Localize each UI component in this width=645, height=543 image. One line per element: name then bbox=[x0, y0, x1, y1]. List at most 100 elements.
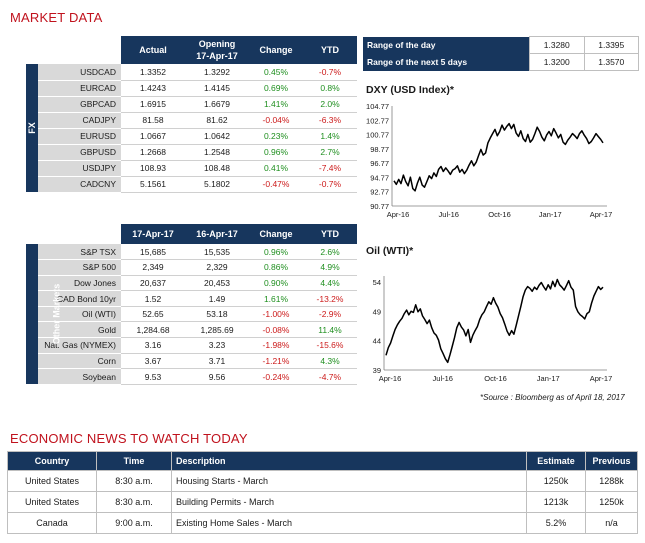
value-ytd: 1.4% bbox=[303, 128, 357, 145]
series-line bbox=[385, 278, 604, 364]
news-time: 8:30 a.m. bbox=[96, 470, 172, 492]
x-tick-label: Apr-17 bbox=[590, 374, 613, 383]
fx-row: EURUSD 1.0667 1.0642 0.23% 1.4% bbox=[30, 128, 357, 145]
value-previous: 1.49 bbox=[185, 290, 249, 307]
value-previous: 53.18 bbox=[185, 306, 249, 323]
instrument-name: CADCNY bbox=[30, 176, 121, 193]
y-tick-label: 100.77 bbox=[366, 131, 389, 140]
x-tick-label: Apr-16 bbox=[387, 210, 410, 219]
source-note: *Source : Bloomberg as of April 18, 2017 bbox=[480, 393, 625, 402]
value-previous: 1.4145 bbox=[185, 80, 249, 97]
value-actual: 108.93 bbox=[121, 160, 185, 177]
value-ytd: -0.7% bbox=[303, 64, 357, 81]
instrument-name: CADJPY bbox=[30, 112, 121, 129]
x-tick-label: Jan-17 bbox=[537, 374, 560, 383]
value-ytd: -15.6% bbox=[303, 337, 357, 354]
value-change: -0.04% bbox=[249, 112, 303, 129]
y-tick-label: 92.77 bbox=[370, 188, 389, 197]
other-row: Oil (WTI) 52.65 53.18 -1.00% -2.9% bbox=[30, 306, 357, 323]
dxy-chart: 104.77 102.77 100.77 98.77 96.77 94.77 92.77 90… bbox=[366, 102, 613, 219]
value-previous: 9.56 bbox=[185, 368, 249, 385]
news-description: Housing Starts - March bbox=[171, 470, 527, 492]
value-actual: 20,637 bbox=[121, 275, 185, 292]
value-previous: 1.3292 bbox=[185, 64, 249, 81]
value-change: 0.96% bbox=[249, 144, 303, 161]
value-actual: 1.0667 bbox=[121, 128, 185, 145]
x-tick-label: Apr-16 bbox=[379, 374, 402, 383]
value-actual: 1.3352 bbox=[121, 64, 185, 81]
other-row: S&P 500 2,349 2,329 0.86% 4.9% bbox=[30, 259, 357, 276]
other-header-date1: 17-Apr-17 bbox=[121, 224, 185, 244]
value-previous: 1.2548 bbox=[185, 144, 249, 161]
fx-row: GBPUSD 1.2668 1.2548 0.96% 2.7% bbox=[30, 144, 357, 161]
value-actual: 9.53 bbox=[121, 368, 185, 385]
value-ytd: 4.9% bbox=[303, 259, 357, 276]
fx-row: EURCAD 1.4243 1.4145 0.69% 0.8% bbox=[30, 80, 357, 97]
instrument-name: S&P 500 bbox=[30, 259, 121, 276]
x-tick-label: Jan-17 bbox=[539, 210, 562, 219]
value-actual: 3.67 bbox=[121, 353, 185, 370]
x-tick-label: Oct-16 bbox=[488, 210, 511, 219]
other-row: Nat. Gas (NYMEX) 3.16 3.23 -1.98% -15.6% bbox=[30, 337, 357, 354]
range-day-low: 1.3280 bbox=[529, 36, 585, 54]
value-ytd: 11.4% bbox=[303, 321, 357, 339]
value-actual: 5.1561 bbox=[121, 176, 185, 193]
news-estimate: 5.2% bbox=[526, 512, 586, 534]
news-time: 9:00 a.m. bbox=[96, 512, 172, 534]
value-ytd: 0.8% bbox=[303, 80, 357, 97]
instrument-name: EURUSD bbox=[30, 128, 121, 145]
range-day-high: 1.3395 bbox=[583, 36, 639, 54]
instrument-name: S&P TSX bbox=[30, 244, 121, 261]
value-actual: 1.52 bbox=[121, 290, 185, 307]
value-previous: 81.62 bbox=[185, 112, 249, 129]
fx-row: GBPCAD 1.6915 1.6679 1.41% 2.0% bbox=[30, 96, 357, 113]
x-tick-label: Apr-17 bbox=[590, 210, 613, 219]
instrument-name: Dow Jones bbox=[30, 275, 121, 292]
news-header-estimate: Estimate bbox=[526, 451, 586, 471]
y-tick-label: 96.77 bbox=[370, 159, 389, 168]
news-row: Canada 9:00 a.m. Existing Home Sales - M… bbox=[7, 512, 638, 534]
fx-row: USDJPY 108.93 108.48 0.41% -7.4% bbox=[30, 160, 357, 177]
news-country: Canada bbox=[7, 512, 97, 534]
fx-header-change: Change bbox=[249, 36, 303, 64]
instrument-name: GBPUSD bbox=[30, 144, 121, 161]
value-ytd: -2.9% bbox=[303, 306, 357, 323]
value-previous: 3.23 bbox=[185, 337, 249, 354]
news-estimate: 1250k bbox=[526, 470, 586, 492]
news-table: Country Time Description Estimate Previo… bbox=[7, 451, 638, 534]
value-actual: 81.58 bbox=[121, 112, 185, 129]
news-header-description: Description bbox=[171, 451, 527, 471]
value-change: -0.08% bbox=[249, 321, 303, 339]
value-actual: 3.16 bbox=[121, 337, 185, 354]
dxy-chart-title: DXY (USD Index)* bbox=[366, 84, 454, 96]
y-tick-label: 44 bbox=[373, 337, 381, 346]
value-ytd: -13.2% bbox=[303, 290, 357, 307]
y-tick-label: 90.77 bbox=[370, 202, 389, 211]
value-change: 0.90% bbox=[249, 275, 303, 292]
value-previous: 20,453 bbox=[185, 275, 249, 292]
instrument-name: Gold bbox=[30, 321, 121, 339]
news-description: Existing Home Sales - March bbox=[171, 512, 527, 534]
range-5days-low: 1.3200 bbox=[529, 53, 585, 71]
instrument-name: USDJPY bbox=[30, 160, 121, 177]
news-previous: 1250k bbox=[585, 491, 638, 513]
y-tick-label: 102.77 bbox=[366, 116, 389, 125]
value-previous: 1.6679 bbox=[185, 96, 249, 113]
y-tick-label: 54 bbox=[373, 278, 381, 287]
value-change: -0.47% bbox=[249, 176, 303, 193]
value-previous: 2,329 bbox=[185, 259, 249, 276]
x-tick-label: Jul-16 bbox=[433, 374, 453, 383]
fx-header-ytd: YTD bbox=[303, 36, 357, 64]
fx-header-actual: Actual bbox=[121, 36, 185, 64]
value-ytd: 4.3% bbox=[303, 353, 357, 370]
value-change: 0.69% bbox=[249, 80, 303, 97]
news-country: United States bbox=[7, 491, 97, 513]
news-header-previous: Previous bbox=[585, 451, 638, 471]
value-change: -1.21% bbox=[249, 353, 303, 370]
range-5days-high: 1.3570 bbox=[583, 53, 639, 71]
news-country: United States bbox=[7, 470, 97, 492]
value-change: 0.96% bbox=[249, 244, 303, 261]
other-header-date2: 16-Apr-17 bbox=[185, 224, 249, 244]
value-previous: 3.71 bbox=[185, 353, 249, 370]
